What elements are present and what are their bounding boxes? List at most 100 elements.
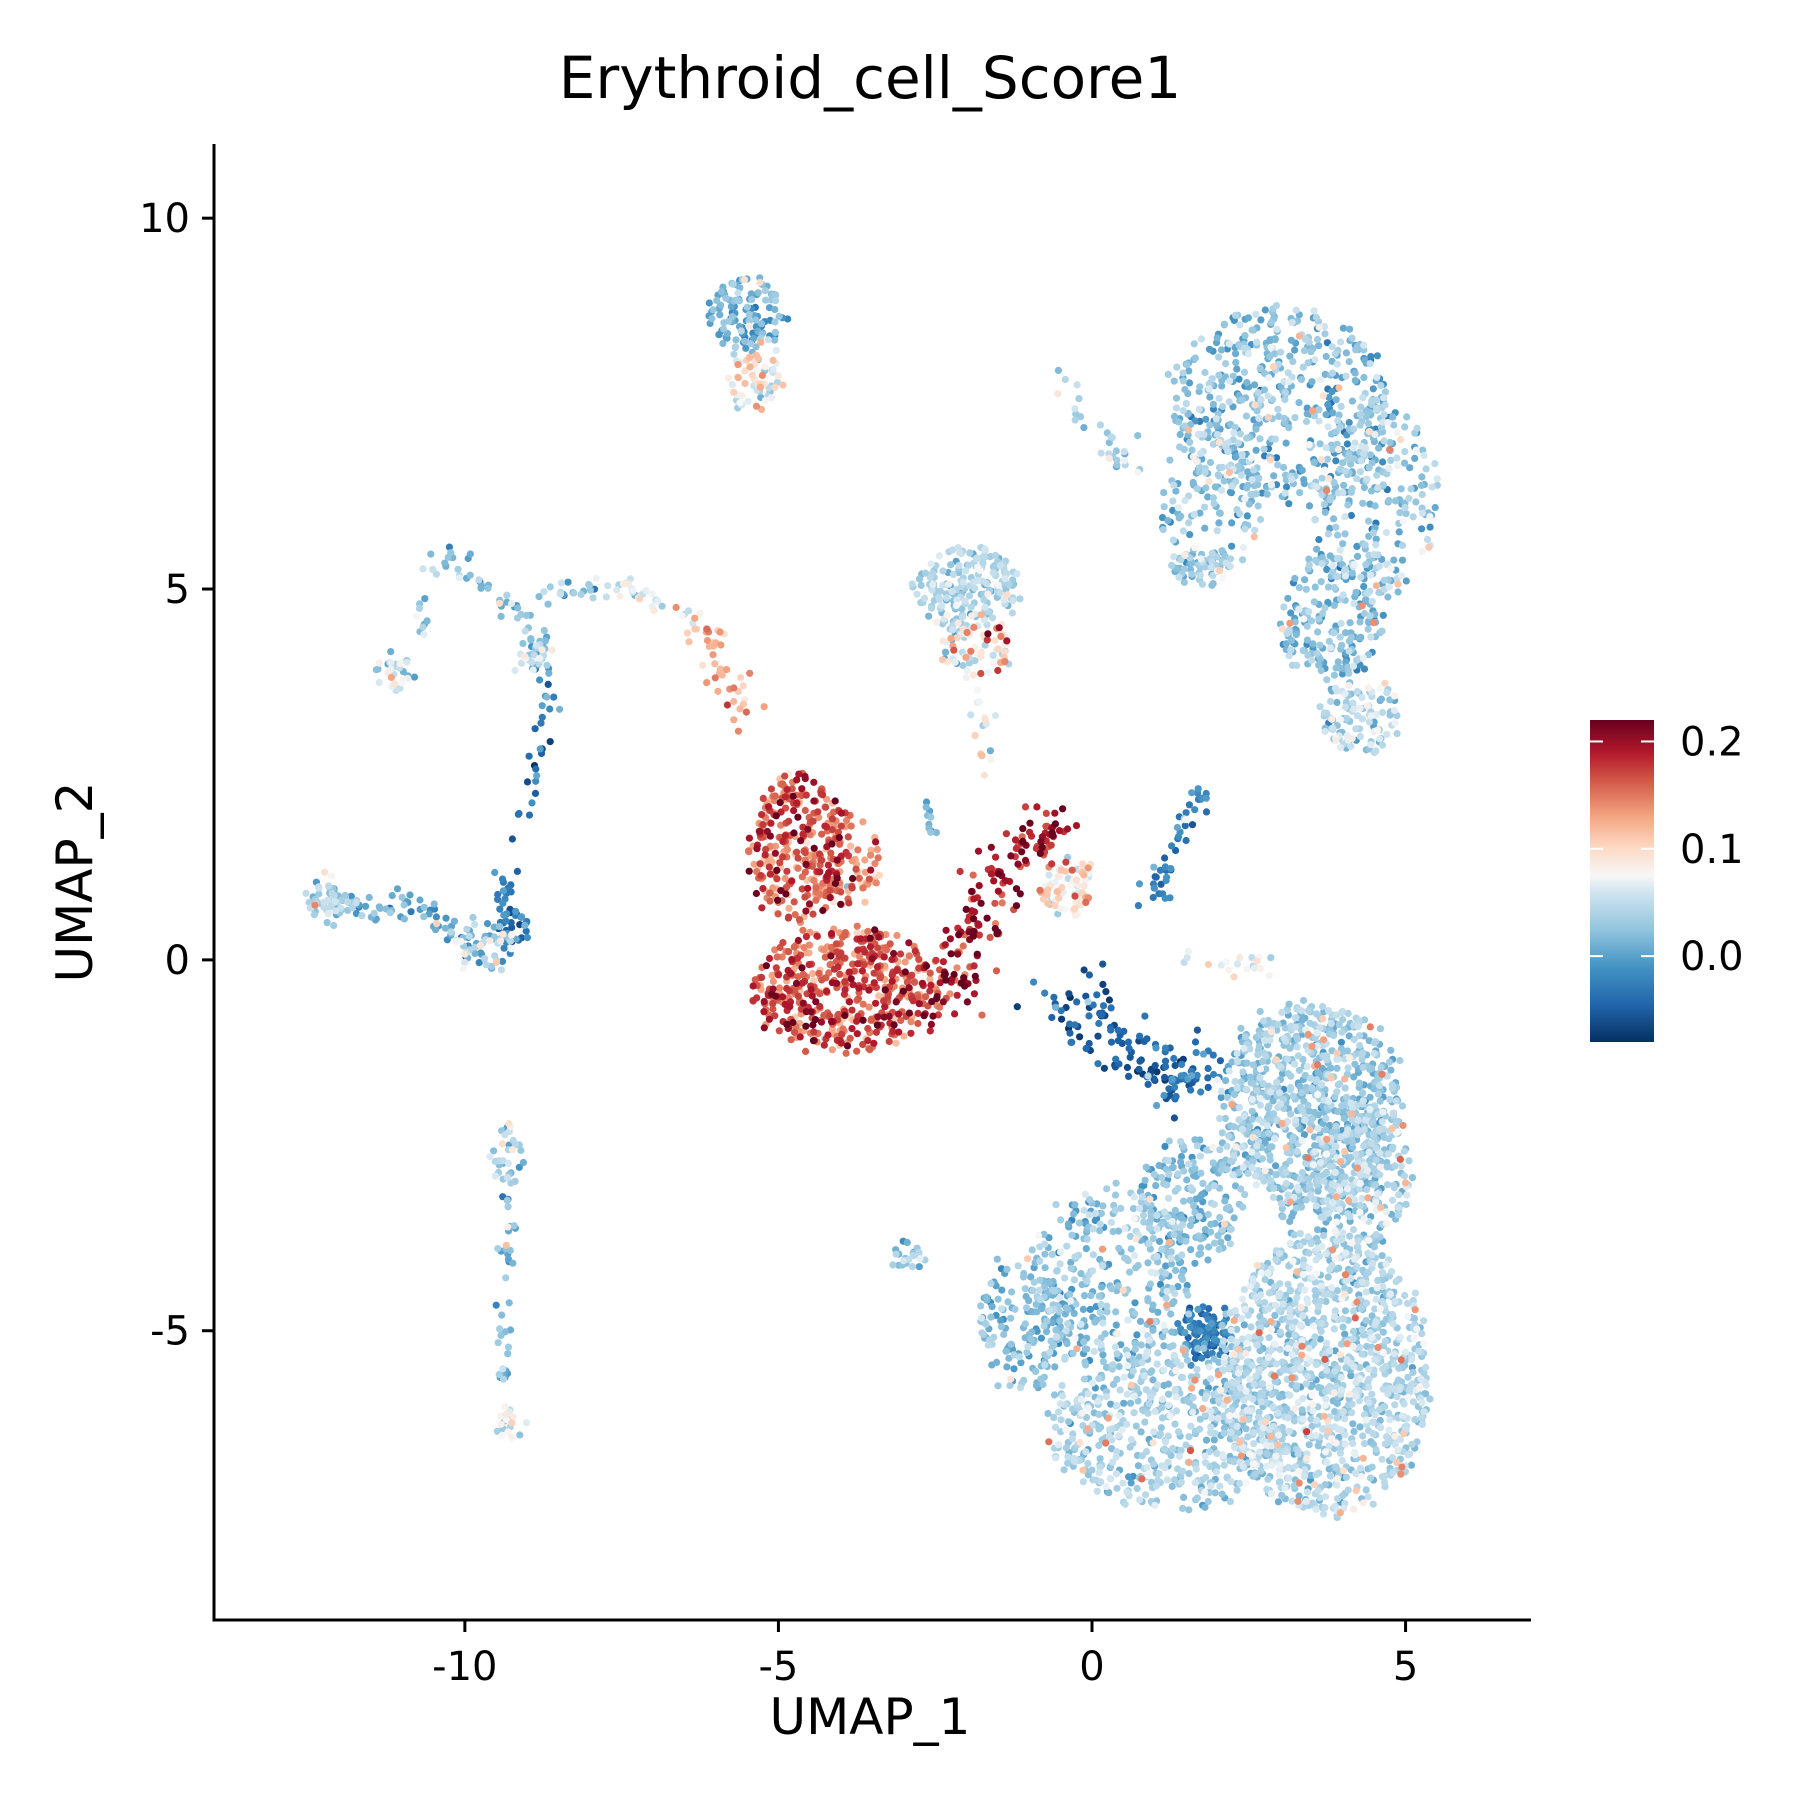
data-point (967, 603, 975, 611)
data-point (1138, 1358, 1146, 1367)
data-point (1268, 1390, 1276, 1399)
data-point (1067, 1038, 1075, 1046)
data-point (1376, 1097, 1384, 1105)
data-point (1330, 1325, 1338, 1333)
data-point (1280, 603, 1288, 611)
data-point (1367, 352, 1375, 361)
data-point (1367, 1139, 1375, 1147)
data-point (1134, 432, 1142, 440)
data-point (1125, 1072, 1133, 1080)
data-point (1191, 1354, 1199, 1362)
data-point (358, 912, 366, 920)
data-point (1151, 1061, 1159, 1070)
data-point (949, 570, 958, 579)
data-point (1126, 1268, 1134, 1276)
data-point (1296, 489, 1304, 497)
data-point (1168, 1075, 1176, 1083)
data-point (1185, 1433, 1193, 1441)
data-point (1146, 1368, 1154, 1377)
data-point (1097, 1301, 1105, 1309)
data-point (731, 343, 740, 351)
data-point (1202, 794, 1210, 802)
data-point (1062, 1304, 1070, 1312)
data-point (1372, 1231, 1380, 1239)
data-point (1050, 1391, 1059, 1399)
data-point (546, 738, 554, 746)
data-point (556, 705, 564, 713)
data-point (1308, 1084, 1316, 1092)
data-point (1295, 584, 1303, 592)
data-point (1080, 424, 1088, 432)
data-point (1362, 1317, 1370, 1325)
data-point (1243, 434, 1251, 442)
data-point (1384, 593, 1392, 601)
data-point (1253, 1087, 1261, 1095)
data-point (1345, 419, 1353, 427)
data-point (465, 932, 473, 940)
data-point (1216, 1114, 1224, 1123)
data-point (987, 1279, 995, 1288)
data-point (1291, 346, 1299, 354)
data-point (1142, 1163, 1150, 1171)
data-point (1208, 375, 1216, 383)
data-point (1175, 418, 1183, 426)
data-point (1378, 1268, 1386, 1276)
data-point (1232, 350, 1240, 358)
data-point (1349, 1327, 1357, 1335)
data-point (1150, 1170, 1158, 1178)
data-point (1418, 525, 1426, 533)
data-point (1193, 1339, 1201, 1347)
data-point (1221, 1197, 1229, 1205)
data-point (1161, 854, 1169, 862)
data-point (1196, 383, 1204, 391)
data-point (1057, 1216, 1065, 1224)
data-point (1097, 1011, 1105, 1019)
data-point (1158, 1414, 1167, 1422)
data-point (1391, 497, 1400, 505)
data-point (1027, 1335, 1035, 1343)
data-point (1083, 1345, 1091, 1353)
data-point (1274, 1020, 1282, 1029)
data-point (1350, 1427, 1358, 1436)
data-point (387, 648, 395, 656)
data-point (761, 287, 769, 295)
data-point (1356, 618, 1364, 626)
data-point (1185, 1506, 1193, 1514)
data-point (1076, 1033, 1084, 1041)
data-point (1201, 1459, 1210, 1467)
data-point (1211, 483, 1219, 491)
data-point (1004, 1298, 1012, 1306)
data-point (1390, 1360, 1398, 1368)
data-point (977, 1302, 985, 1310)
data-point (1344, 1064, 1352, 1072)
data-point (1160, 1091, 1168, 1100)
data-point (1322, 352, 1330, 361)
data-point (1265, 1102, 1273, 1110)
data-point (1162, 1294, 1170, 1302)
data-point (1373, 404, 1381, 412)
data-point (1067, 1264, 1075, 1272)
data-point (1102, 988, 1110, 996)
data-point (1312, 313, 1320, 322)
data-point (475, 959, 483, 967)
data-point (1183, 361, 1191, 369)
data-point (1247, 1323, 1255, 1331)
data-point (344, 898, 352, 906)
data-point (432, 913, 440, 921)
data-point (1352, 725, 1360, 733)
data-point (1388, 1085, 1397, 1093)
data-point (1125, 1044, 1133, 1052)
data-point (1190, 340, 1198, 348)
data-point (1359, 1089, 1367, 1097)
data-point (1161, 1044, 1170, 1052)
data-point (1121, 1254, 1129, 1262)
data-point (1316, 641, 1324, 649)
data-point (1213, 1449, 1221, 1458)
data-point (1316, 703, 1324, 711)
data-point (513, 614, 522, 622)
data-point (771, 318, 779, 326)
data-point (463, 925, 471, 933)
data-point (423, 617, 431, 625)
data-point (1174, 1170, 1182, 1178)
data-point (1291, 574, 1299, 583)
